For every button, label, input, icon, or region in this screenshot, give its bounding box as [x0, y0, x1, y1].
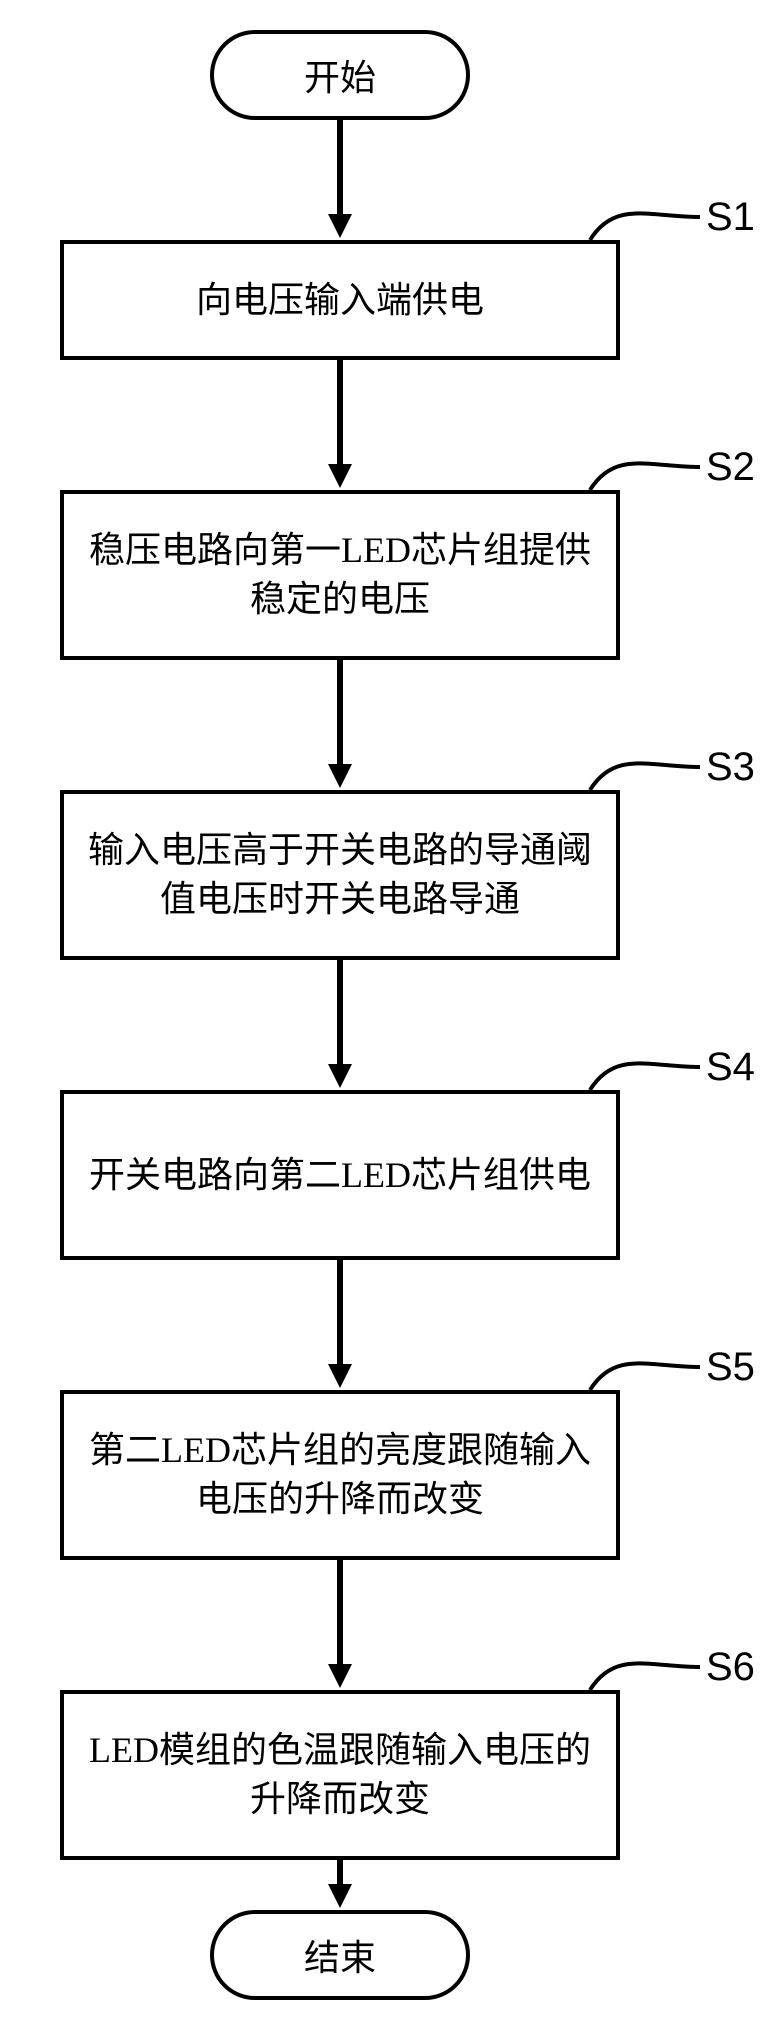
step-label-S3: S3 [706, 745, 755, 790]
arrow-head [328, 1364, 352, 1388]
arrow-head [328, 1064, 352, 1088]
arrow-line [337, 360, 343, 466]
step-label-S4: S4 [706, 1045, 755, 1090]
arrow-line [337, 1560, 343, 1666]
arrow-head [328, 764, 352, 788]
terminator-end: 结束 [210, 1910, 470, 2000]
step-label-S5: S5 [706, 1345, 755, 1390]
step-label-S6: S6 [706, 1645, 755, 1690]
terminator-start-label: 开始 [304, 49, 376, 101]
terminator-start: 开始 [210, 30, 470, 120]
arrow-head [328, 1664, 352, 1688]
step-label-S2: S2 [706, 445, 755, 490]
arrow-line [337, 960, 343, 1066]
terminator-end-label: 结束 [304, 1929, 376, 1981]
arrow-line [337, 1260, 343, 1366]
process-step-S6: LED模组的色温跟随输入电压的升降而改变 [60, 1690, 620, 1860]
arrow-head [328, 214, 352, 238]
arrow-line [337, 660, 343, 766]
arrow-head [328, 464, 352, 488]
arrow-line [337, 120, 343, 216]
process-step-text: 开关电路向第二LED芯片组供电 [89, 1151, 591, 1200]
process-step-text: 向电压输入端供电 [196, 276, 484, 325]
step-label-S1: S1 [706, 195, 755, 240]
arrow-head [328, 1884, 352, 1908]
process-step-text: 输入电压高于开关电路的导通阈值电压时开关电路导通 [76, 826, 604, 923]
process-step-text: 第二LED芯片组的亮度跟随输入电压的升降而改变 [76, 1426, 604, 1523]
process-step-text: LED模组的色温跟随输入电压的升降而改变 [76, 1726, 604, 1823]
process-step-S2: 稳压电路向第一LED芯片组提供稳定的电压 [60, 490, 620, 660]
process-step-text: 稳压电路向第一LED芯片组提供稳定的电压 [76, 526, 604, 623]
process-step-S5: 第二LED芯片组的亮度跟随输入电压的升降而改变 [60, 1390, 620, 1560]
process-step-S1: 向电压输入端供电 [60, 240, 620, 360]
process-step-S4: 开关电路向第二LED芯片组供电 [60, 1090, 620, 1260]
process-step-S3: 输入电压高于开关电路的导通阈值电压时开关电路导通 [60, 790, 620, 960]
arrow-line [337, 1860, 343, 1886]
